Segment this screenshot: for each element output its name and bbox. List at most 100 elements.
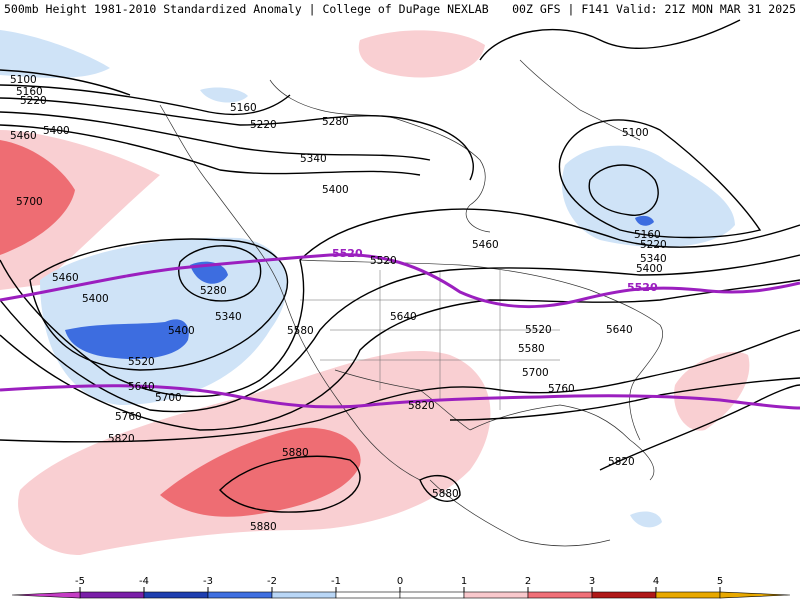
central-america-coast	[429, 479, 611, 547]
coastline	[159, 104, 421, 481]
contour-label: 5580	[518, 343, 545, 355]
state-borders	[300, 270, 560, 410]
contour-label: 5400	[82, 293, 109, 305]
contour-line	[588, 164, 659, 216]
colorbar-segment	[271, 591, 337, 599]
negative-anomaly-area	[561, 145, 735, 248]
colorbar-segment	[335, 591, 401, 599]
contour-line	[178, 245, 262, 302]
contour-line	[479, 19, 741, 61]
contour-label: 5160	[230, 102, 257, 114]
contour-label: 5340	[215, 311, 242, 323]
contour-label: 5880	[250, 521, 277, 533]
colorbar-segment	[527, 591, 593, 599]
contour-label: 5280	[322, 116, 349, 128]
contour-label: 5820	[408, 400, 435, 412]
contour-label: 5100	[10, 74, 37, 86]
contour-label: 5640	[606, 324, 633, 336]
coastline	[269, 79, 491, 233]
negative-anomaly-area	[0, 30, 110, 78]
contour-label: 5520	[525, 324, 552, 336]
contour-line	[0, 84, 291, 116]
strong-positive-anomaly-area	[0, 140, 75, 255]
contour-label: 5820	[108, 433, 135, 445]
colorbar-tick-label: 4	[653, 576, 659, 587]
contour-line	[0, 111, 431, 161]
colorbar-segment	[591, 591, 657, 599]
contour-line	[599, 384, 800, 471]
contour-label: 5400	[322, 184, 349, 196]
negative-anomaly-area	[200, 87, 248, 103]
positive-anomaly-area	[674, 351, 750, 431]
colorbar-tick-label: 5	[717, 576, 723, 587]
contour-label: 5340	[640, 253, 667, 265]
contour-line	[219, 455, 361, 513]
east-coastline	[589, 289, 663, 441]
model-run-info: 00Z GFS | F141 Valid: 21Z MON MAR 31 202…	[512, 2, 796, 16]
us-canada-border	[299, 259, 591, 291]
contour-label: 5160	[16, 86, 43, 98]
colorbar-segment	[399, 591, 465, 599]
geographic-outlines	[159, 59, 663, 547]
gulf-coastline	[469, 404, 655, 481]
highlight-contour-label: 5520	[627, 281, 658, 294]
colorbar-segment	[143, 591, 209, 599]
us-mexico-border	[334, 369, 471, 431]
contour-label: 5760	[548, 383, 575, 395]
colorbar-tick-label: -3	[203, 576, 213, 587]
contour-label: 5880	[432, 488, 459, 500]
height-contours	[0, 19, 800, 513]
contour-label: 5400	[43, 125, 70, 137]
colorbar-segment	[79, 591, 145, 599]
colorbar-tick-label: 3	[589, 576, 595, 587]
positive-anomaly-area	[358, 30, 485, 78]
highlight-contour-label: 5520	[332, 247, 363, 260]
anomaly-colorbar: -5 -4 -3 -2 -1 0 1 2 3 4 5	[11, 576, 791, 599]
arctic-coastline	[519, 59, 641, 141]
colorbar-segment	[655, 591, 721, 599]
colorbar-segment	[207, 591, 273, 599]
strong-negative-anomaly-area	[635, 215, 654, 226]
colorbar-right-arrow	[719, 591, 791, 599]
contour-label: 5520	[128, 356, 155, 368]
strong-negative-anomaly-area	[65, 319, 189, 360]
contour-labels: 5100 5160 5220 5460 5400 5700 5160 5220 …	[10, 74, 667, 533]
contour-label: 5640	[390, 311, 417, 323]
contour-line	[0, 329, 800, 443]
contour-label: 5820	[608, 456, 635, 468]
contour-line	[558, 119, 762, 239]
contour-label: 5700	[522, 367, 549, 379]
contour-label: 5220	[640, 239, 667, 251]
colorbar-segment	[463, 591, 529, 599]
colorbar-tick-label: 1	[461, 576, 467, 587]
contour-label: 5460	[472, 239, 499, 251]
colorbar-ticks	[79, 587, 721, 592]
colorbar-tick-label: -1	[331, 576, 341, 587]
negative-anomaly-area	[630, 511, 662, 528]
contour-line	[0, 124, 421, 176]
contour-label: 5340	[300, 153, 327, 165]
colorbar-tick-label: -4	[139, 576, 149, 587]
contour-line	[0, 279, 800, 431]
contour-label: 5700	[155, 392, 182, 404]
contour-line	[0, 69, 131, 96]
contour-label: 5100	[622, 127, 649, 139]
colorbar-segments	[79, 591, 721, 599]
highlight-contour-5520	[0, 253, 800, 410]
contour-label: 5760	[115, 411, 142, 423]
colorbar-tick-label: 0	[397, 576, 403, 587]
colorbar-tick-labels: -5 -4 -3 -2 -1 0 1 2 3 4 5	[75, 576, 723, 587]
map-title: 500mb Height 1981-2010 Standardized Anom…	[4, 2, 489, 16]
contour-label: 5280	[200, 285, 227, 297]
weather-map: 5100 5160 5220 5460 5400 5700 5160 5220 …	[0, 18, 800, 572]
contour-line	[0, 384, 800, 410]
contour-label: 5160	[634, 229, 661, 241]
contour-label: 5520	[370, 255, 397, 267]
contour-label: 5700	[16, 196, 43, 208]
contour-label: 5220	[250, 119, 277, 131]
contour-label: 5880	[282, 447, 309, 459]
contour-label: 5460	[10, 130, 37, 142]
colorbar-left-arrow	[11, 591, 81, 599]
strong-positive-anomaly-area	[160, 427, 361, 517]
